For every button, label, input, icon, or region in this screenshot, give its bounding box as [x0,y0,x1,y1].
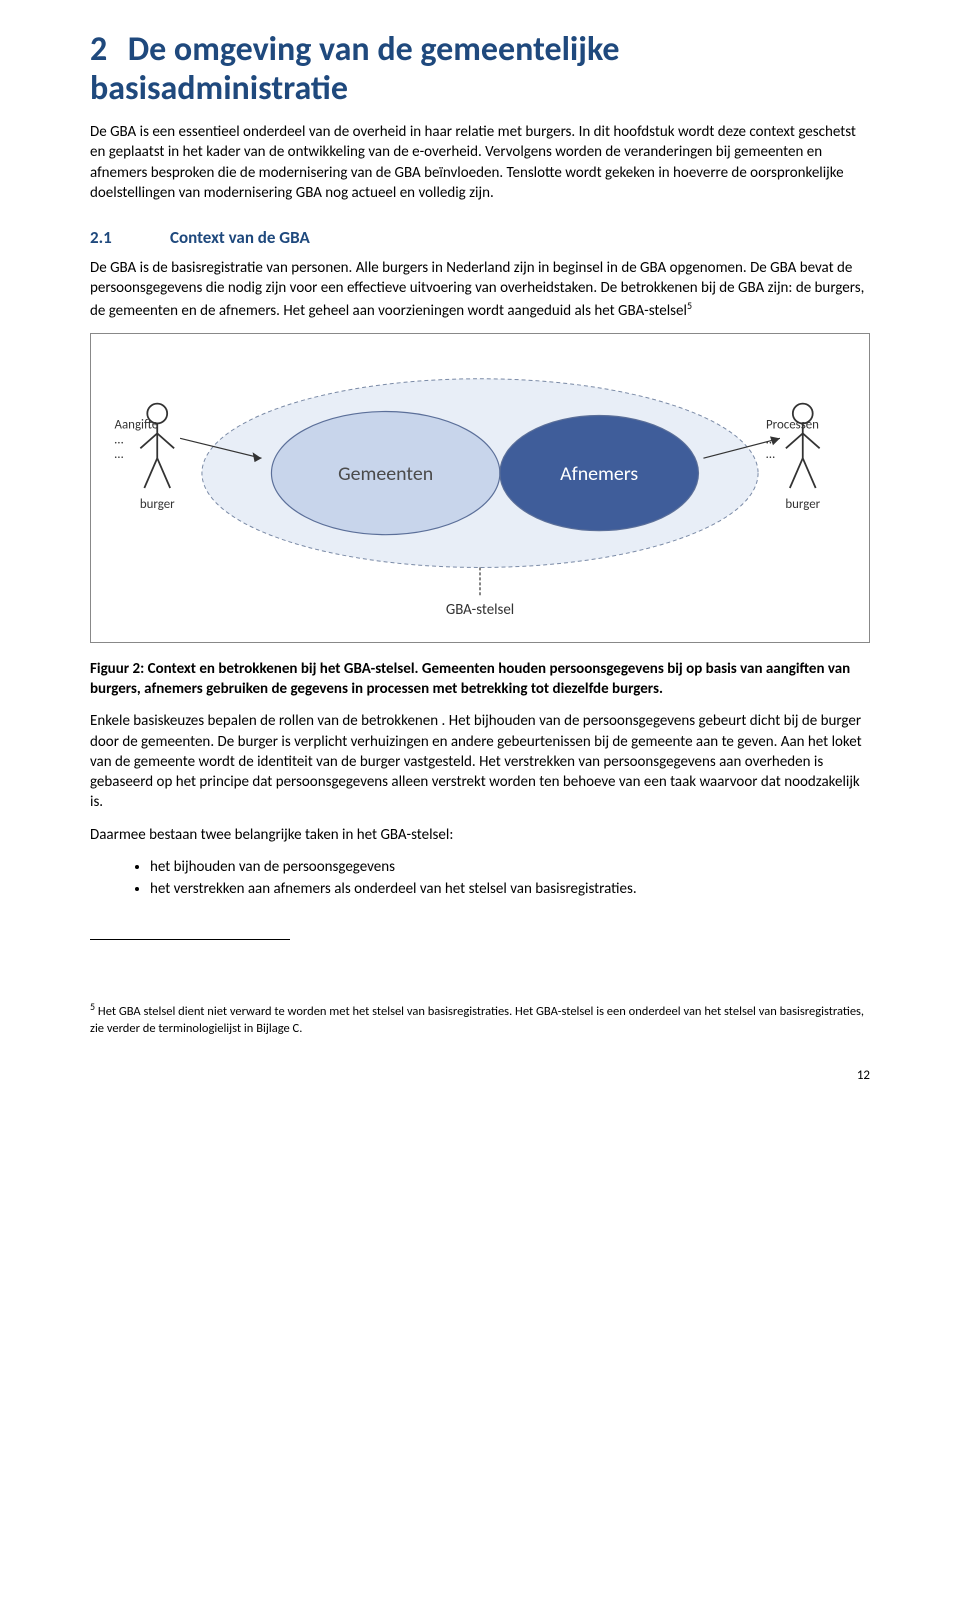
svg-text:…: … [115,447,124,462]
chapter-number: 2 [90,30,120,69]
chapter-title: De omgeving van de gemeentelijke basisad… [90,29,619,109]
footnote: 5 Het GBA stelsel dient niet verward te … [90,1000,870,1037]
diagram-svg: Gemeenten Afnemers burger burger Aangift… [101,344,859,632]
list-item: het verstrekken aan afnemers als onderde… [150,879,870,899]
afnemers-label: Afnemers [560,462,638,486]
figure-caption-lead: Figuur 2: Context en betrokkenen bij het… [90,660,419,678]
footnote-separator [90,939,290,940]
figure-caption: Figuur 2: Context en betrokkenen bij het… [90,659,870,700]
gemeenten-label: Gemeenten [338,462,433,486]
section-number: 2.1 [90,227,170,250]
page-number: 12 [90,1067,870,1085]
chapter-heading: 2 De omgeving van de gemeentelijke basis… [90,30,870,108]
person-icon-right [786,403,820,487]
tasks-intro: Daarmee bestaan twee belangrijke taken i… [90,825,870,845]
gba-diagram: Gemeenten Afnemers burger burger Aangift… [90,333,870,643]
section-heading: 2.1Context van de GBA [90,227,870,250]
processen-label: Processen [766,417,819,432]
burger-label-left: burger [140,497,175,512]
task-list: het bijhouden van de persoonsgegevens he… [90,857,870,900]
section-body: De GBA is de basisregistratie van person… [90,258,870,321]
post-figure-paragraph: Enkele basiskeuzes bepalen de rollen van… [90,711,870,812]
stelsel-label: GBA-stelsel [446,600,514,618]
list-item: het bijhouden van de persoonsgegevens [150,857,870,877]
burger-label-right: burger [785,497,820,512]
person-icon-left [140,403,174,487]
aangifte-label: Aangifte [115,417,159,432]
svg-text:…: … [766,447,775,462]
footnote-ref: 5 [687,299,692,312]
svg-text:…: … [115,432,124,447]
footnote-text: Het GBA stelsel dient niet verward te wo… [90,1005,864,1036]
intro-paragraph: De GBA is een essentieel onderdeel van d… [90,122,870,203]
section-title: Context van de GBA [170,227,310,248]
